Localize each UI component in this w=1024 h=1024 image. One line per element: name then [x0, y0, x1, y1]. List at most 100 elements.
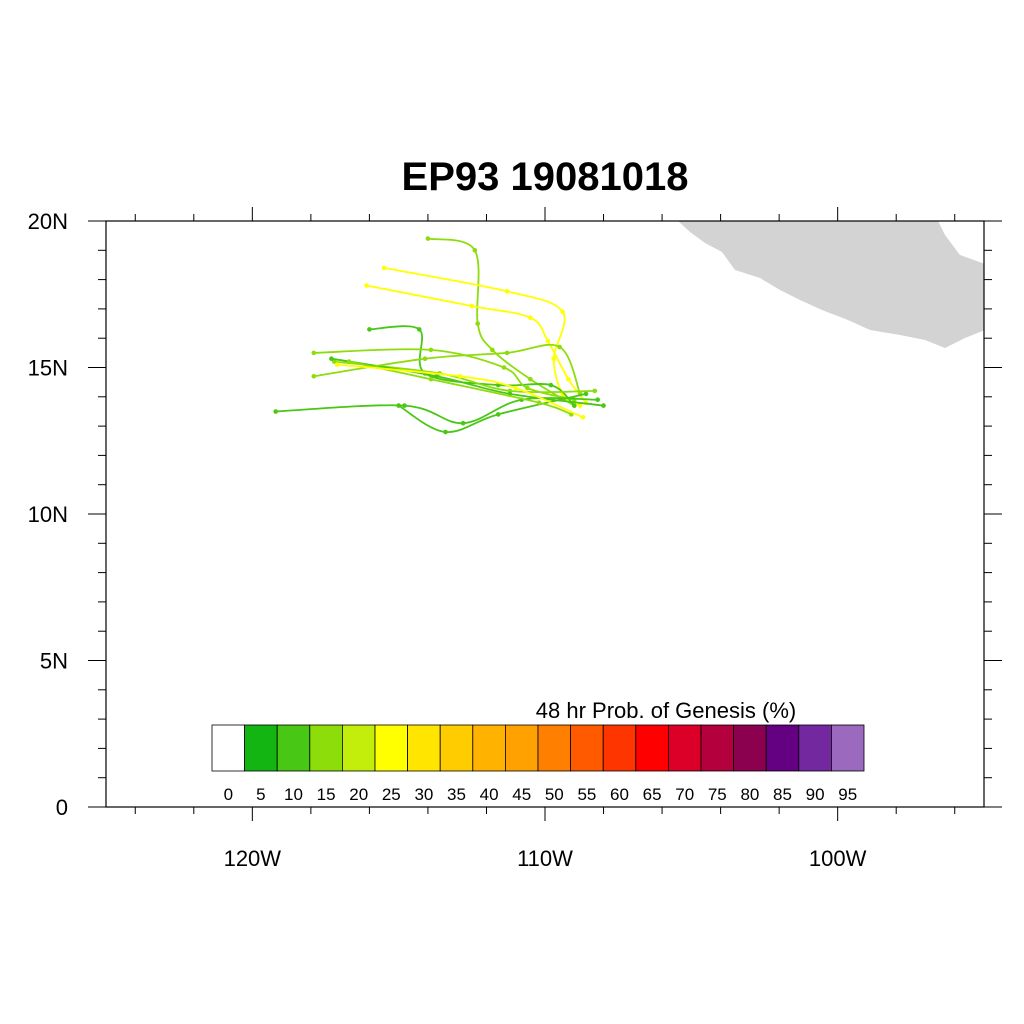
track-point: [580, 415, 586, 420]
colorbar-label: 5: [256, 785, 265, 804]
colorbar-label: 40: [480, 785, 499, 804]
track-point: [381, 265, 387, 271]
latitude-label: 0: [56, 795, 68, 820]
colorbar-label: 0: [224, 785, 233, 804]
colorbar-swatch: [472, 724, 506, 772]
storm-track-line: [398, 393, 587, 433]
track-point: [469, 303, 475, 309]
colorbar-swatch: [439, 724, 474, 772]
colorbar-label: 65: [643, 785, 662, 804]
track-point: [329, 356, 334, 362]
colorbar-swatch: [341, 724, 376, 772]
axis-ticks: [88, 207, 1002, 821]
latitude-label: 10N: [28, 502, 68, 527]
colorbar-label: 20: [349, 785, 368, 804]
map-title: EP93 19081018: [402, 155, 689, 199]
track-point: [460, 420, 466, 426]
colorbar-label: 50: [545, 785, 564, 804]
track-point: [364, 283, 369, 288]
track-point: [475, 321, 481, 326]
colorbar-swatch: [407, 724, 441, 772]
track-point: [601, 403, 606, 408]
track-point: [566, 376, 571, 382]
track-point: [572, 403, 577, 408]
colorbar-label: 30: [414, 785, 433, 804]
track-point: [595, 397, 600, 403]
colorbar-swatch: [831, 724, 865, 772]
track-point: [577, 403, 583, 408]
track-point: [311, 374, 317, 379]
track-point: [422, 356, 428, 362]
track-point: [583, 391, 589, 397]
longitude-label: 100W: [809, 846, 867, 871]
storm-track-line: [313, 343, 581, 395]
track-point: [548, 382, 554, 388]
colorbar-swatch: [602, 724, 637, 772]
colorbar-label: 95: [838, 785, 857, 804]
track-point: [332, 359, 337, 364]
colorbar: 0 5 10 15 20 25 30 35 40 45 50 55 60 65 70 75 80 85 90 95: [211, 724, 865, 804]
colorbar-swatch: [537, 724, 571, 772]
track-point: [504, 289, 510, 294]
colorbar-swatch: [504, 724, 539, 772]
colorbar-swatch: [798, 724, 832, 772]
colorbar-label: 75: [708, 785, 727, 804]
storm-tracks: [273, 236, 606, 435]
track-point: [495, 412, 501, 417]
track-point: [425, 236, 431, 241]
track-point: [457, 374, 463, 379]
colorbar-swatch: [244, 724, 278, 772]
track-point: [501, 365, 507, 370]
colorbar-label: 45: [512, 785, 531, 804]
storm-track-line: [313, 348, 575, 401]
mexico-coastline-land: [678, 221, 984, 348]
track-point: [273, 409, 279, 414]
longitude-label: 110W: [517, 846, 573, 871]
track-point: [557, 344, 562, 350]
colorbar-swatch: [374, 724, 408, 772]
track-point: [528, 376, 533, 382]
track-point: [490, 347, 495, 353]
latitude-label: 5N: [40, 649, 68, 674]
latitude-label: 15N: [28, 356, 68, 381]
track-point: [504, 350, 510, 356]
colorbar-label: 80: [740, 785, 759, 804]
colorbar-label: 70: [675, 785, 694, 804]
colorbar-label: 35: [447, 785, 466, 804]
track-point: [560, 309, 565, 315]
colorbar-swatch: [733, 724, 767, 772]
colorbar-label: 25: [382, 785, 401, 804]
track-point: [346, 359, 352, 364]
latitude-labels: 20N 15N 10N 5N 0: [28, 209, 68, 820]
track-point: [551, 356, 557, 362]
colorbar-swatch: [700, 724, 734, 772]
latitude-label: 20N: [28, 209, 68, 234]
track-point: [396, 403, 402, 408]
colorbar-swatch: [570, 724, 604, 772]
colorbar-swatch: [668, 724, 702, 772]
colorbar-swatch: [276, 724, 311, 772]
colorbar-title: 48 hr Prob. of Genesis (%): [536, 698, 796, 723]
storm-track-line: [337, 363, 584, 419]
track-point: [592, 388, 598, 394]
longitude-label: 120W: [224, 846, 282, 871]
map-background: [106, 221, 984, 807]
storm-track-line: [427, 237, 575, 407]
colorbar-swatch: [211, 724, 245, 772]
track-point: [545, 338, 551, 344]
colorbar-swatch: [765, 724, 800, 772]
track-point: [525, 385, 530, 391]
track-point: [536, 400, 542, 406]
track-point: [528, 315, 533, 321]
track-point: [495, 382, 501, 388]
colorbar-label: 55: [577, 785, 596, 804]
track-point: [367, 327, 372, 332]
track-point: [428, 376, 434, 382]
track-point: [402, 403, 407, 408]
map-frame: [105, 220, 985, 808]
longitude-labels: 120W 110W 100W: [224, 846, 867, 871]
colorbar-label: 85: [773, 785, 792, 804]
colorbar-label: 15: [317, 785, 336, 804]
track-point: [428, 347, 434, 353]
track-point: [472, 248, 478, 253]
